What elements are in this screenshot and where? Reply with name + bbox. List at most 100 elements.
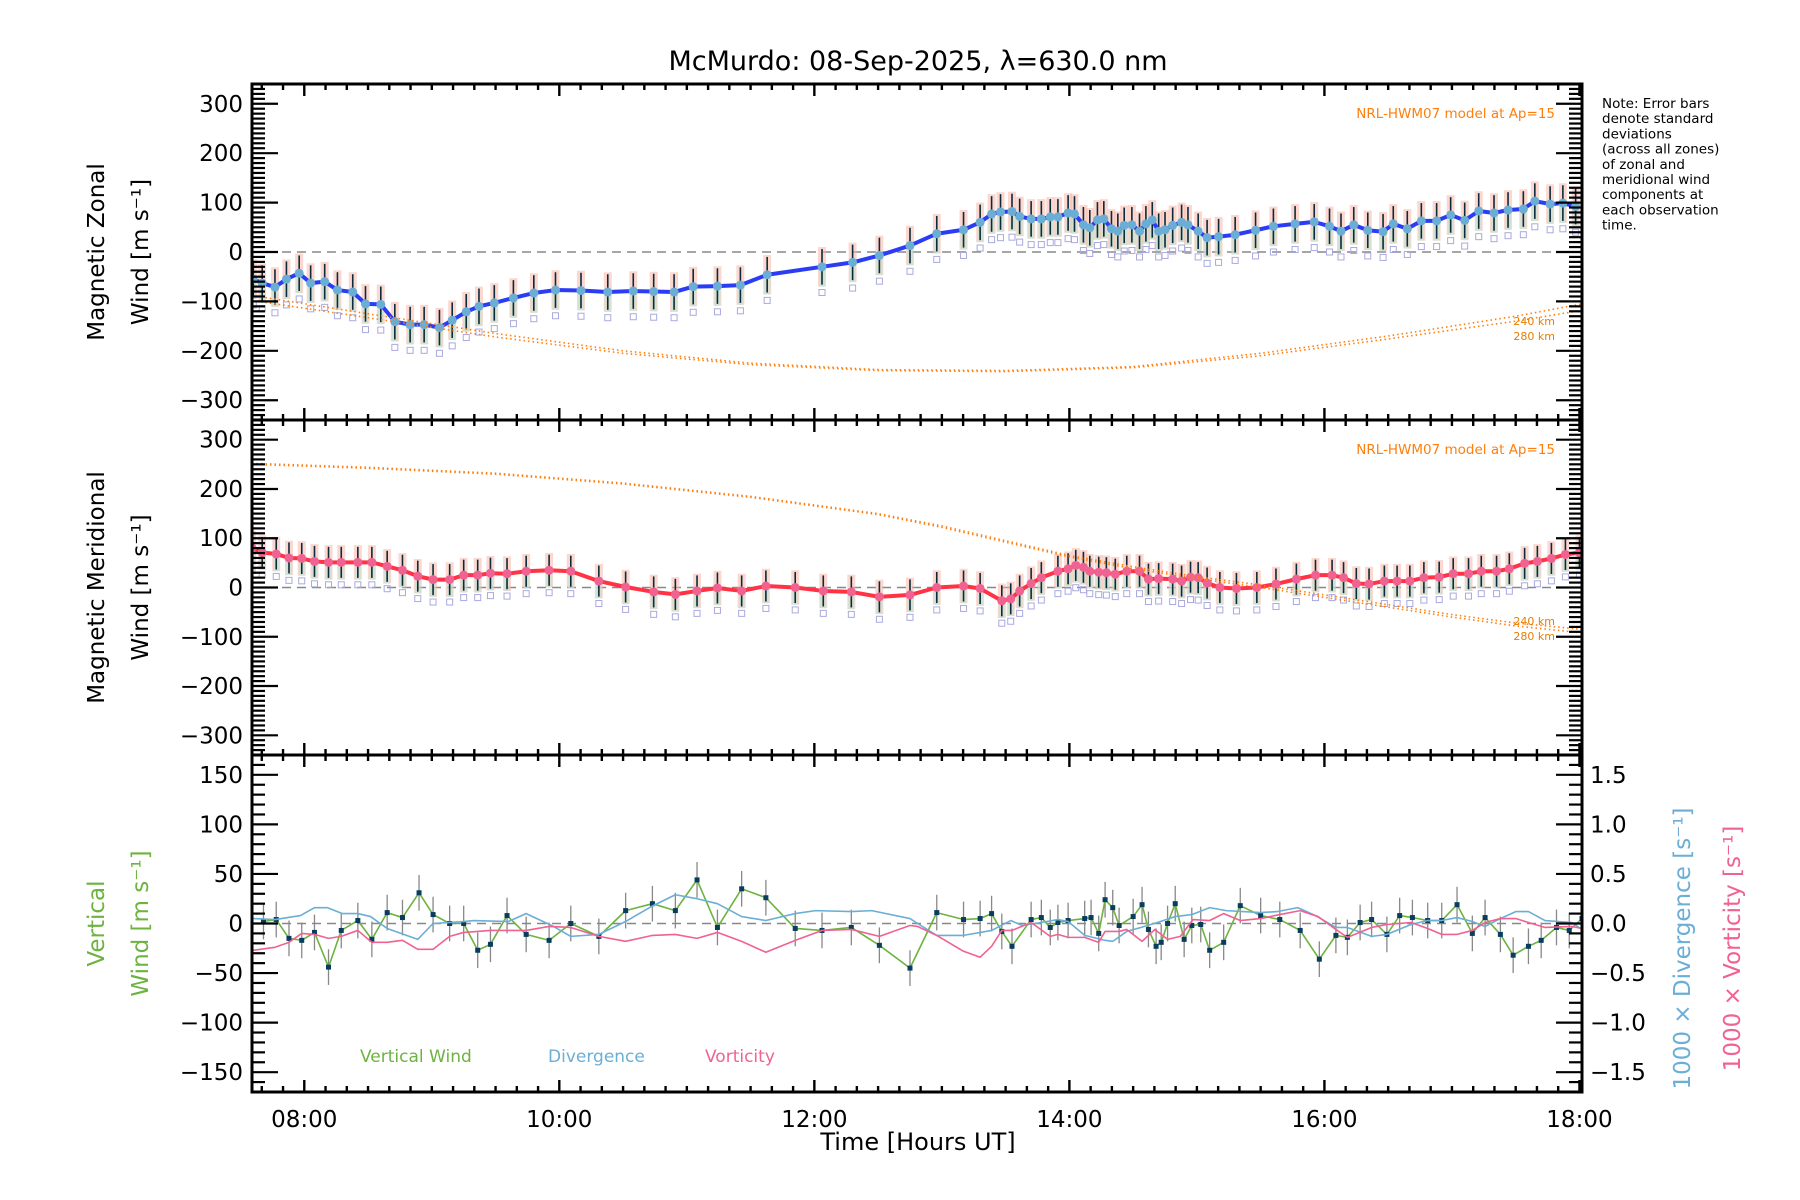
zone-marker	[1120, 247, 1128, 255]
zone-marker	[295, 295, 303, 303]
data-point	[1153, 943, 1159, 949]
data-point	[1525, 943, 1531, 949]
data-point	[1510, 952, 1516, 958]
zone-marker	[1079, 586, 1087, 594]
x-tick-label: 08:00	[271, 1107, 337, 1133]
zone-marker	[1169, 247, 1177, 255]
zone-marker	[693, 609, 701, 617]
zone-marker	[361, 326, 369, 334]
markers-magnetic-meridional-wind	[252, 543, 1582, 606]
data-point	[594, 576, 604, 586]
zone-marker	[1194, 596, 1202, 604]
data-point	[521, 566, 531, 576]
right-tick-label: 1.0	[1590, 812, 1627, 838]
markers-magnetic-zonal-wind	[252, 196, 1581, 333]
zone-marker	[1054, 590, 1062, 598]
zone-marker	[486, 592, 494, 600]
data-point	[1215, 583, 1225, 592]
data-point	[1277, 917, 1283, 923]
x-tick-labels: 08:00 10:00 12:00 14:00 16:00 18:00	[271, 1107, 1612, 1133]
panels: 300 200 100 0 −100 −200 −300 Magnetic Zonal Wind…	[84, 82, 1746, 1094]
y-tick-label: −100	[180, 625, 243, 651]
note-line: meridional wind	[1602, 172, 1710, 188]
y-tick-label: −300	[180, 388, 243, 414]
data-point	[1214, 232, 1224, 242]
data-point	[1268, 221, 1278, 231]
x-tick-label: 10:00	[526, 1107, 592, 1133]
y-axis-vertical: 150 100 50 0 −50 −100 −150	[180, 753, 278, 1094]
y-tick-label: 0	[228, 240, 243, 266]
data-point	[1221, 939, 1227, 945]
chart-title: McMurdo: 08-Sep-2025, λ=630.0 nm	[668, 46, 1167, 77]
data-point	[905, 241, 915, 251]
data-point	[1409, 915, 1415, 921]
data-point	[281, 274, 291, 284]
right-tick-label: 0.0	[1590, 912, 1627, 938]
zone-marker	[629, 313, 637, 321]
zone-marker	[1178, 600, 1186, 608]
data-point	[430, 912, 436, 918]
data-point	[1202, 578, 1212, 588]
data-point	[332, 285, 342, 295]
zone-marker	[1475, 233, 1483, 241]
zone-marker	[1447, 237, 1455, 245]
zone-marker	[1449, 592, 1457, 600]
data-point	[461, 307, 471, 317]
zone-marker	[1093, 242, 1101, 250]
y-tick-label: −100	[180, 289, 243, 315]
right-axis: 1.5 1.0 0.5 0.0 −0.5 −1.0 −1.5 1000 × Divergenc…	[1556, 763, 1746, 1090]
zone-marker	[933, 255, 941, 263]
data-point	[367, 557, 377, 567]
zone-marker	[1100, 241, 1108, 249]
data-point	[1258, 913, 1264, 919]
data-point	[1310, 570, 1320, 580]
zone-marker	[960, 604, 968, 612]
zone-marker	[1417, 243, 1425, 251]
data-point	[311, 929, 317, 935]
data-point	[369, 936, 375, 942]
data-point	[932, 229, 942, 239]
zone-marker	[791, 606, 799, 614]
zone-marker	[298, 577, 306, 585]
data-point	[1127, 220, 1137, 230]
zone-marker	[988, 236, 996, 244]
data-point	[1560, 549, 1570, 559]
zone-marker	[713, 606, 721, 614]
data-point	[1177, 576, 1187, 586]
data-point	[1532, 556, 1542, 566]
data-point	[1378, 227, 1388, 237]
panel-zonal: 300 200 100 0 −100 −200 −300 Magnetic Zonal Wind…	[84, 82, 1584, 422]
legend-item-vertical-wind: Vertical Wind	[360, 1047, 472, 1067]
data-point	[1145, 926, 1151, 932]
data-point	[1193, 573, 1203, 583]
data-point	[1143, 574, 1153, 584]
zone-marker	[1393, 600, 1401, 608]
zone-marker	[671, 613, 679, 621]
x-tick-label: 16:00	[1291, 1107, 1357, 1133]
zone-marker	[1328, 594, 1336, 602]
zone-marker	[368, 581, 376, 589]
zone-marker	[1203, 601, 1211, 609]
data-point	[1147, 215, 1157, 225]
data-point	[413, 571, 423, 581]
data-point	[1297, 927, 1303, 933]
data-point	[1333, 932, 1339, 938]
data-point	[1045, 212, 1055, 222]
data-point	[975, 217, 985, 227]
data-point	[1397, 913, 1403, 919]
zone-marker	[1493, 590, 1501, 598]
y-axis-label-line1: Magnetic Zonal	[84, 163, 110, 341]
data-point	[326, 964, 332, 970]
zone-marker	[1310, 244, 1318, 252]
data-point	[987, 209, 997, 219]
zone-marker	[1187, 596, 1195, 604]
data-point	[338, 927, 344, 933]
data-point	[961, 917, 967, 923]
zone-marker	[1253, 606, 1261, 614]
data-point	[1063, 564, 1073, 574]
data-point	[502, 569, 512, 579]
altitude-label-280: 280 km	[1513, 630, 1555, 643]
zone-marker	[1291, 246, 1299, 254]
y-tick-label: −300	[180, 723, 243, 749]
